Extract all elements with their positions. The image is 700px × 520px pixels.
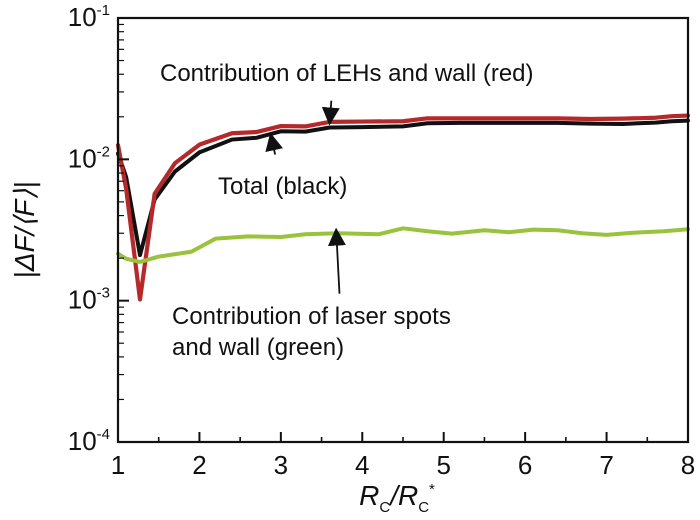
green-curve-annotation-arrow [327, 227, 346, 294]
green-curve-annotation-line-2: and wall (green) [172, 334, 344, 361]
black-curve-annotation-line-1: Total (black) [218, 173, 347, 200]
y-tick-label: 10-3 [68, 285, 110, 315]
x-tick-label: 3 [274, 450, 288, 480]
series-2-line [115, 113, 691, 302]
series-1-line [116, 118, 690, 258]
y-axis-label: |ΔF/⟨F⟩| [9, 181, 40, 278]
x-tick-label: 8 [681, 450, 695, 480]
x-axis-label: RC/RC* [359, 480, 435, 516]
black-curve-annotation-arrow [265, 132, 283, 155]
x-tick-label: 5 [436, 450, 450, 480]
x-tick-label: 2 [192, 450, 206, 480]
plot-layer [115, 113, 691, 302]
red-curve-annotation-arrow [321, 100, 340, 126]
green-curve-annotation-line-1: Contribution of laser spots [172, 303, 451, 330]
y-tick-label: 10-2 [68, 143, 110, 173]
x-tick-label: 4 [355, 450, 369, 480]
y-tick-label: 10-1 [68, 2, 110, 32]
x-tick-label: 7 [599, 450, 613, 480]
axis-layer: 1 2 3 4 5 6 7 8 10-1 10-2 10-3 10-4 RC/RC* |ΔF/⟨F⟩| [9, 2, 695, 516]
annotation-layer: Contribution of LEHs and wall (red) Total… [160, 60, 534, 361]
x-tick-label: 6 [518, 450, 532, 480]
series-3-line [116, 226, 690, 264]
x-tick-label: 1 [111, 450, 125, 480]
red-curve-annotation-line-1: Contribution of LEHs and wall (red) [160, 60, 534, 87]
y-tick-label: 10-4 [68, 426, 110, 456]
